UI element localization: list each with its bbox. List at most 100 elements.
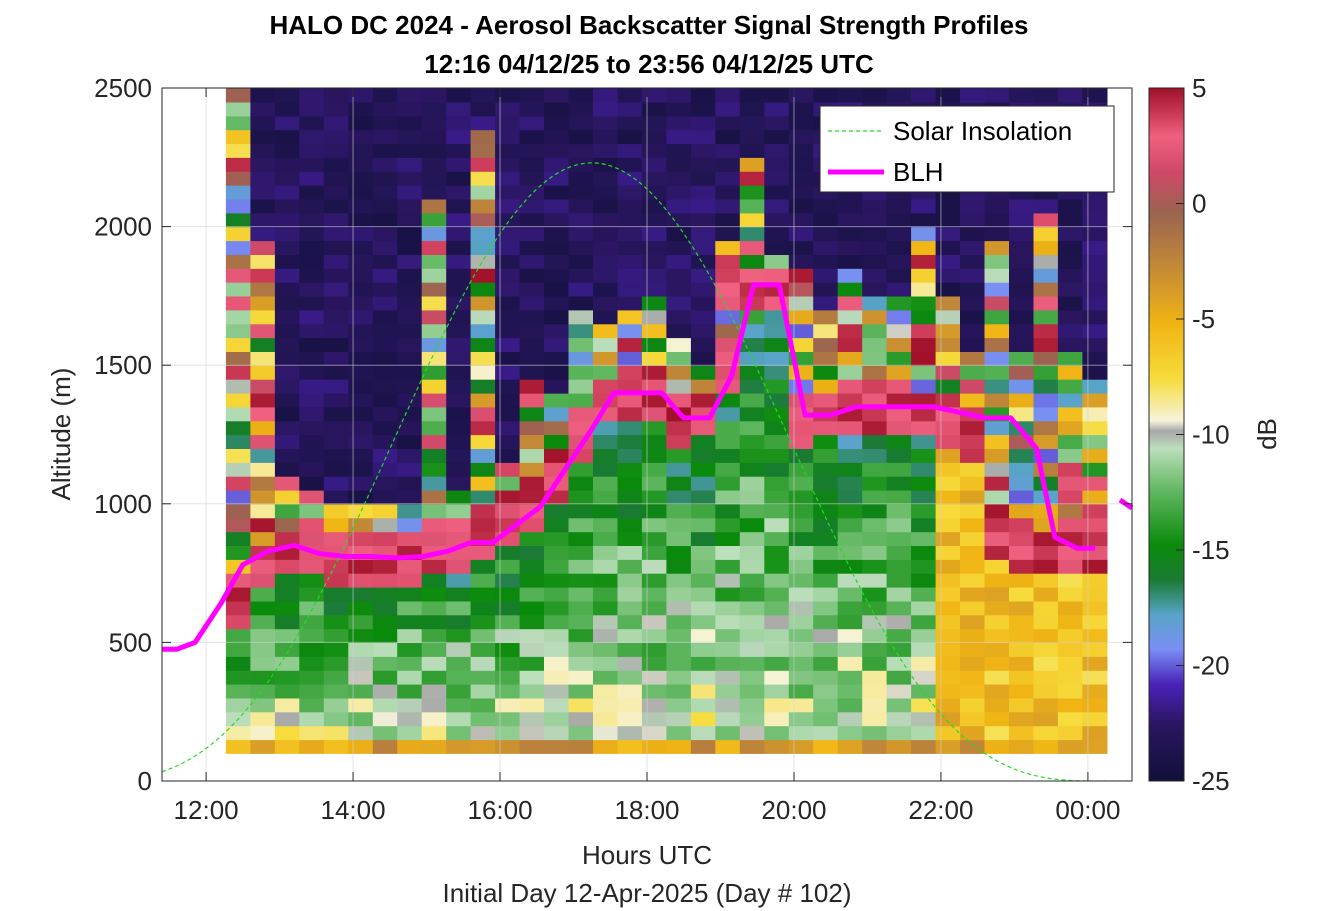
heatmap-cell bbox=[397, 101, 423, 117]
heatmap-cell bbox=[837, 198, 863, 214]
heatmap-cell bbox=[250, 448, 276, 463]
heatmap-cell bbox=[764, 489, 790, 505]
heatmap-cell bbox=[788, 157, 814, 172]
heatmap-cell bbox=[813, 337, 839, 352]
heatmap-cell bbox=[1033, 739, 1059, 754]
heatmap-cell bbox=[1009, 531, 1035, 546]
heatmap-cell bbox=[225, 503, 251, 519]
heatmap-cell bbox=[1033, 725, 1059, 741]
heatmap-cell bbox=[886, 240, 912, 255]
heatmap-cell bbox=[446, 323, 472, 339]
heatmap-cell bbox=[250, 434, 276, 449]
heatmap-cell bbox=[1033, 365, 1059, 380]
heatmap-cell bbox=[1033, 406, 1059, 422]
heatmap-cell bbox=[397, 282, 423, 297]
heatmap-cell bbox=[1033, 268, 1059, 283]
heatmap-cell bbox=[470, 143, 496, 158]
heatmap-cell bbox=[715, 365, 741, 380]
heatmap-cell bbox=[495, 101, 521, 117]
heatmap-cell bbox=[617, 268, 643, 283]
heatmap-cell bbox=[397, 531, 423, 546]
heatmap-cell bbox=[1009, 476, 1035, 491]
heatmap-cell bbox=[788, 476, 814, 491]
heatmap-cell bbox=[323, 115, 349, 131]
heatmap-cell bbox=[911, 531, 937, 546]
heatmap-cell bbox=[935, 434, 961, 449]
heatmap-cell bbox=[1009, 406, 1035, 422]
heatmap-cell bbox=[862, 406, 888, 422]
heatmap-cell bbox=[274, 171, 300, 186]
heatmap-cell bbox=[1057, 309, 1083, 325]
heatmap-cell bbox=[519, 226, 545, 242]
heatmap-cell bbox=[666, 295, 692, 311]
heatmap-cell bbox=[568, 240, 594, 255]
heatmap-cell bbox=[1057, 559, 1083, 574]
heatmap-cell bbox=[348, 697, 374, 713]
heatmap-cell bbox=[495, 545, 521, 560]
heatmap-cell bbox=[984, 337, 1010, 352]
heatmap-cell bbox=[1082, 379, 1108, 394]
heatmap-cell bbox=[715, 406, 741, 422]
heatmap-cell bbox=[495, 212, 521, 228]
heatmap-cell bbox=[495, 559, 521, 574]
heatmap-cell bbox=[372, 295, 398, 311]
heatmap-cell bbox=[1057, 573, 1083, 588]
heatmap-cell bbox=[397, 254, 423, 269]
heatmap-cell bbox=[715, 337, 741, 352]
heatmap-cell bbox=[641, 531, 667, 546]
heatmap-cell bbox=[299, 531, 325, 546]
heatmap-cell bbox=[348, 670, 374, 685]
heatmap-cell bbox=[1082, 212, 1108, 228]
heatmap-cell bbox=[397, 115, 423, 131]
heatmap-cell bbox=[1033, 212, 1059, 228]
heatmap-cell bbox=[641, 573, 667, 588]
heatmap-cell bbox=[274, 531, 300, 546]
heatmap-cell bbox=[764, 517, 790, 533]
heatmap-cell bbox=[299, 309, 325, 325]
heatmap-cell bbox=[1082, 489, 1108, 505]
heatmap-cell bbox=[788, 434, 814, 449]
heatmap-cell bbox=[1082, 226, 1108, 242]
heatmap-cell bbox=[274, 614, 300, 630]
heatmap-cell bbox=[299, 489, 325, 505]
heatmap-cell bbox=[764, 392, 790, 408]
heatmap-cell bbox=[837, 739, 863, 754]
heatmap-cell bbox=[225, 268, 251, 283]
heatmap-cell bbox=[568, 365, 594, 380]
heatmap-cell bbox=[788, 185, 814, 200]
heatmap-cell bbox=[544, 420, 570, 436]
heatmap-cell bbox=[690, 697, 716, 713]
heatmap-cell bbox=[446, 600, 472, 616]
heatmap-cell bbox=[690, 587, 716, 602]
heatmap-cell bbox=[299, 517, 325, 533]
heatmap-cell bbox=[886, 254, 912, 269]
heatmap-cell bbox=[470, 365, 496, 380]
heatmap-cell bbox=[250, 642, 276, 657]
heatmap-cell bbox=[225, 600, 251, 616]
heatmap-cell bbox=[813, 614, 839, 630]
heatmap-cell bbox=[641, 420, 667, 436]
heatmap-cell bbox=[593, 323, 619, 339]
heatmap-cell bbox=[764, 531, 790, 546]
heatmap-cell bbox=[617, 503, 643, 519]
heatmap-cell bbox=[397, 309, 423, 325]
heatmap-cell bbox=[911, 254, 937, 269]
heatmap-cell bbox=[519, 115, 545, 131]
heatmap-cell bbox=[421, 282, 447, 297]
heatmap-cell bbox=[568, 697, 594, 713]
heatmap-cell bbox=[593, 309, 619, 325]
heatmap-cell bbox=[788, 88, 814, 103]
heatmap-cell bbox=[1057, 295, 1083, 311]
heatmap-cell bbox=[739, 115, 765, 131]
heatmap-cell bbox=[519, 157, 545, 172]
heatmap-cell bbox=[470, 254, 496, 269]
heatmap-cell bbox=[250, 392, 276, 408]
heatmap-cell bbox=[837, 545, 863, 560]
heatmap-cell bbox=[690, 614, 716, 630]
heatmap-cell bbox=[495, 254, 521, 269]
heatmap-cell bbox=[372, 212, 398, 228]
heatmap-cell bbox=[690, 101, 716, 117]
heatmap-cell bbox=[250, 226, 276, 242]
heatmap-cell bbox=[372, 711, 398, 727]
heatmap-cell bbox=[495, 406, 521, 422]
